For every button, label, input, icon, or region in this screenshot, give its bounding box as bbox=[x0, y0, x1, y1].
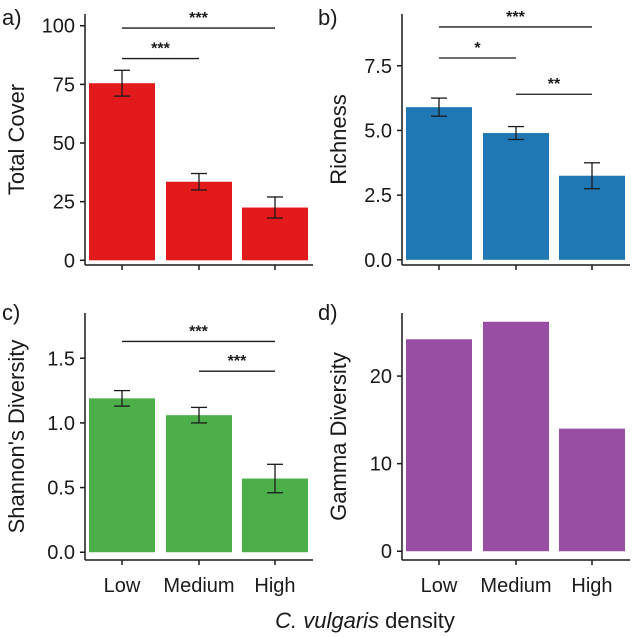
bar bbox=[166, 181, 232, 261]
bar bbox=[166, 415, 232, 553]
panel-a: a) *** *** 0 25 50 75 100 Total Cover bbox=[2, 5, 313, 272]
y-tick-label: 0.0 bbox=[47, 542, 75, 564]
y-tick-label: 10 bbox=[370, 454, 392, 476]
y-axis-title: Total Cover bbox=[4, 84, 29, 195]
y-tick-label: 0 bbox=[64, 250, 75, 272]
error-bar bbox=[584, 162, 600, 190]
bar bbox=[89, 83, 155, 261]
significance-label: *** bbox=[189, 323, 208, 340]
significance-label: * bbox=[474, 40, 481, 57]
y-tick-label: 0.5 bbox=[47, 478, 75, 500]
y-axis-title: Richness bbox=[326, 94, 351, 184]
x-axis-title: C. vulgaris density bbox=[275, 608, 455, 633]
bar bbox=[483, 321, 549, 552]
panel-label: b) bbox=[318, 5, 338, 30]
y-tick-label: 1.5 bbox=[47, 348, 75, 370]
y-tick-label: 7.5 bbox=[364, 56, 392, 78]
error-bar bbox=[267, 463, 283, 494]
error-bar bbox=[191, 172, 207, 191]
panel-label: d) bbox=[318, 300, 338, 325]
y-axis-title: Gamma Diversity bbox=[326, 352, 351, 521]
significance-label: ** bbox=[548, 76, 561, 93]
bar bbox=[483, 133, 549, 260]
y-tick-label: 75 bbox=[53, 74, 75, 96]
bar bbox=[406, 107, 472, 260]
y-tick-label: 0 bbox=[381, 541, 392, 563]
y-tick-label: 50 bbox=[53, 133, 75, 155]
bar bbox=[89, 398, 155, 553]
x-tick-label: High bbox=[254, 575, 295, 597]
y-tick-label: 1.0 bbox=[47, 413, 75, 435]
error-bar bbox=[191, 406, 207, 424]
significance-label: *** bbox=[189, 10, 208, 27]
x-tick-label: Low bbox=[421, 575, 458, 597]
error-bar bbox=[114, 69, 130, 97]
x-tick-label: High bbox=[571, 575, 612, 597]
significance-label: *** bbox=[228, 353, 247, 370]
y-tick-label: 2.5 bbox=[364, 185, 392, 207]
panel-c: c) *** *** 0.0 0.5 1.0 1.5 Low Medium High Shannon… bbox=[2, 300, 313, 597]
bar bbox=[559, 428, 625, 552]
error-bar bbox=[114, 389, 130, 407]
panel-label: a) bbox=[2, 5, 22, 30]
bar bbox=[559, 175, 625, 260]
error-bar bbox=[431, 97, 447, 117]
x-tick-label: Medium bbox=[163, 575, 234, 597]
y-tick-label: 20 bbox=[370, 366, 392, 388]
x-tick-label: Medium bbox=[480, 575, 551, 597]
x-axis-title-species: C. vulgaris bbox=[275, 608, 379, 633]
y-tick-label: 5.0 bbox=[364, 120, 392, 142]
x-tick-label: Low bbox=[104, 575, 141, 597]
bar bbox=[406, 339, 472, 552]
panel-label: c) bbox=[2, 300, 20, 325]
y-tick-label: 100 bbox=[42, 16, 75, 38]
panel-d: d) 0 10 20 Low Medium High Gamma Diversity bbox=[318, 300, 630, 597]
x-axis-title-rest: density bbox=[379, 608, 455, 633]
error-bar bbox=[267, 196, 283, 219]
y-tick-label: 0.0 bbox=[364, 250, 392, 272]
y-axis-title: Shannon's Diversity bbox=[4, 340, 29, 534]
error-bar bbox=[508, 125, 524, 141]
significance-label: *** bbox=[151, 41, 170, 58]
y-tick-label: 25 bbox=[53, 192, 75, 214]
significance-label: *** bbox=[506, 9, 525, 26]
